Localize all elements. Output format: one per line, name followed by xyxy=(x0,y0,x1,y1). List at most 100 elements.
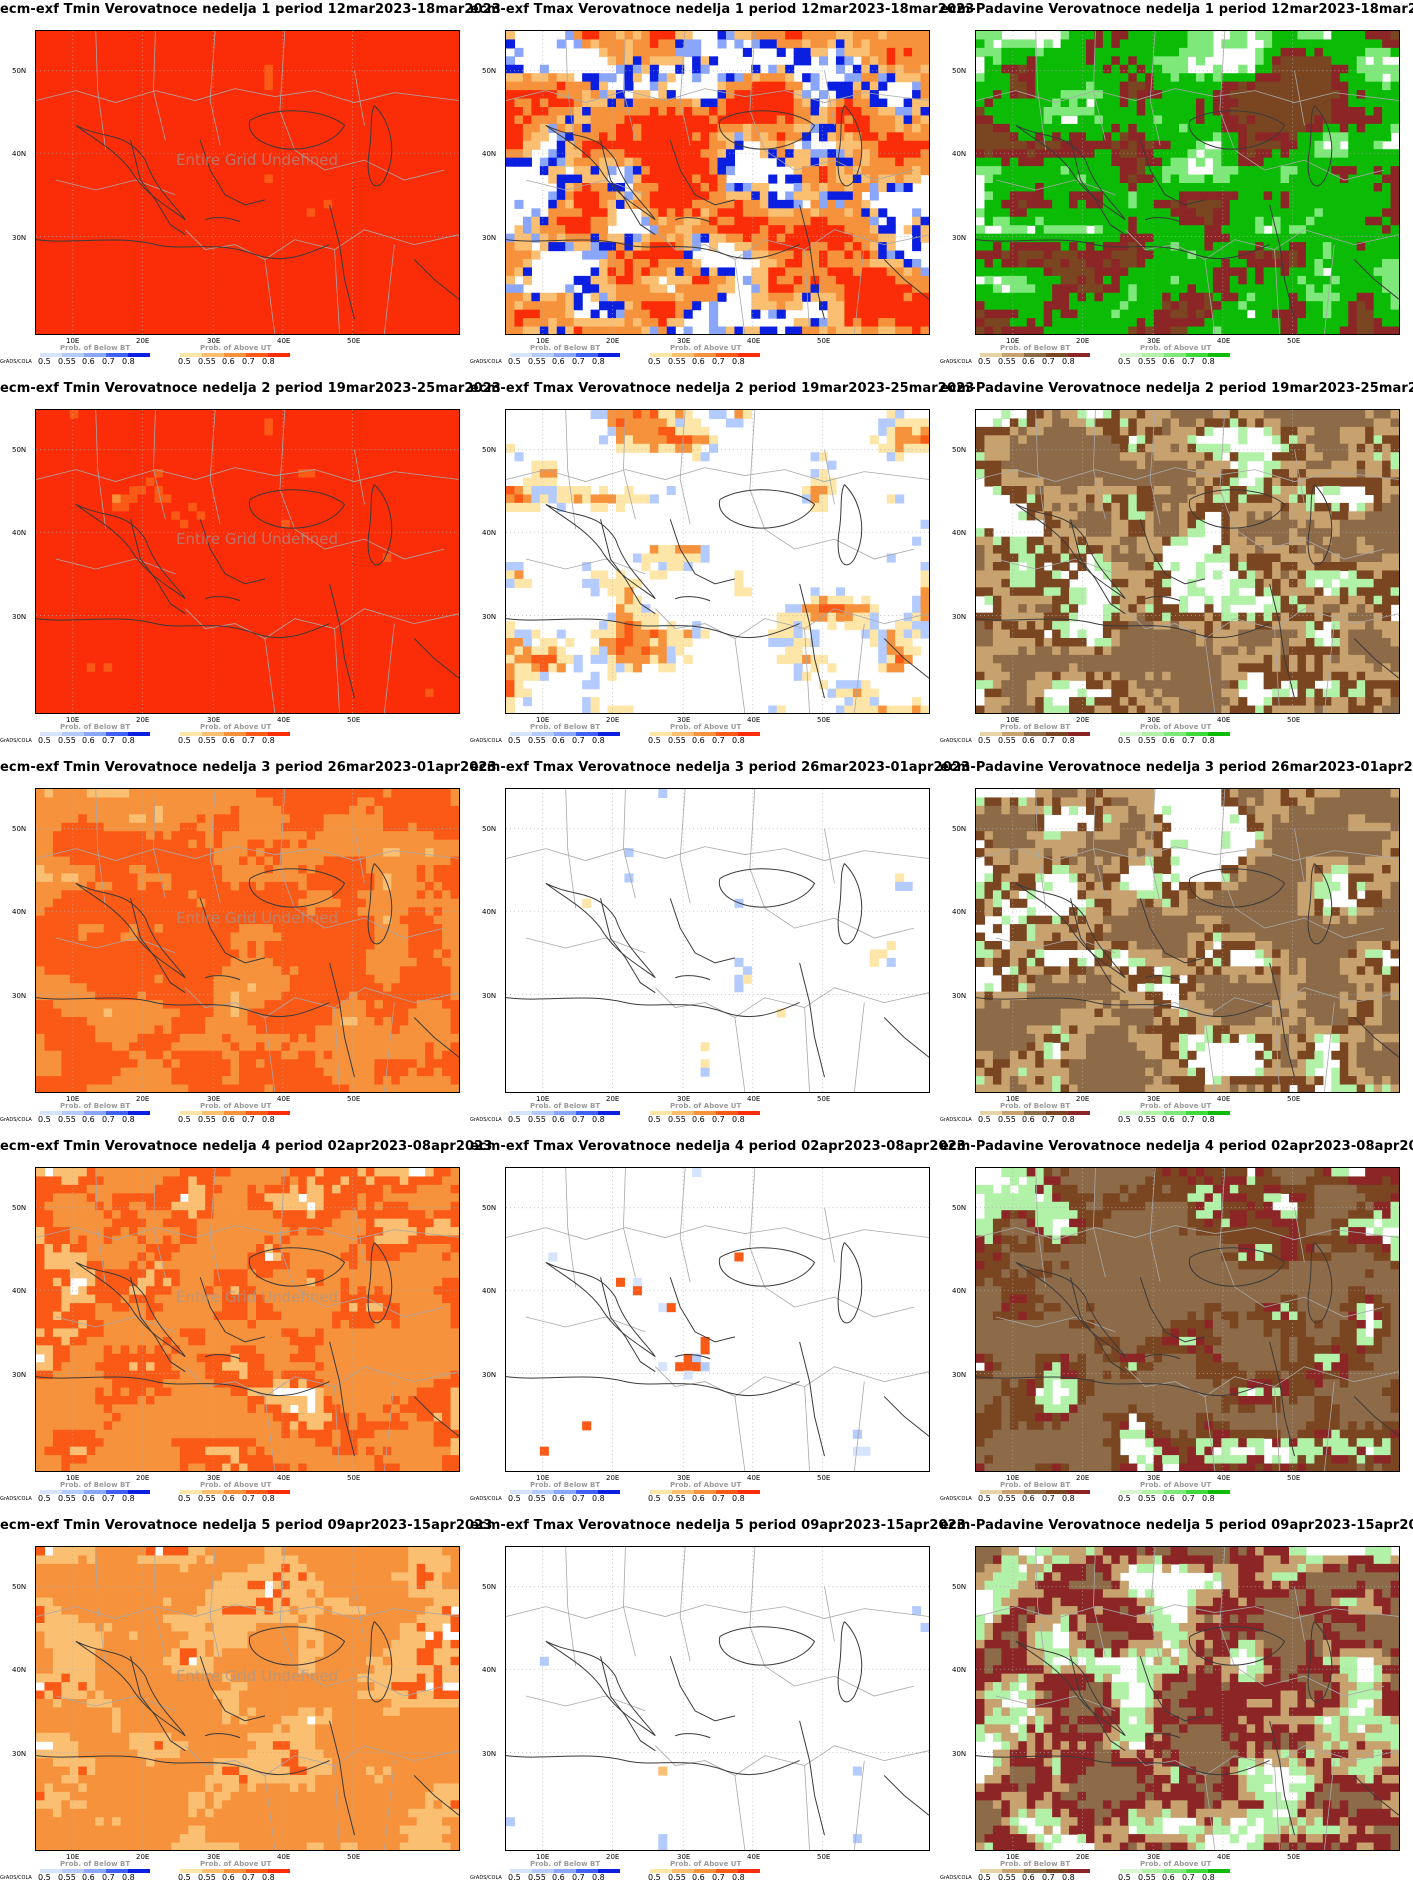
x-tick-label: 30E xyxy=(677,1853,690,1861)
coastline xyxy=(130,1656,186,1752)
coastline xyxy=(329,204,355,320)
coastline xyxy=(1269,204,1295,320)
legend-swatch xyxy=(246,1111,268,1115)
coastline xyxy=(205,596,241,602)
country-border xyxy=(36,1225,459,1240)
legend-tick: 0.6 xyxy=(82,1494,102,1503)
legend-right-colorbar xyxy=(1120,1869,1230,1873)
x-tick-label: 30E xyxy=(677,337,690,345)
country-border xyxy=(294,907,445,939)
legend-tick: 0.55 xyxy=(528,736,552,745)
color-legend: GrADS/COLA Prob. of Below BT 0.5 0.55 0.6 0.7… xyxy=(0,720,470,756)
x-tick-label: 50E xyxy=(817,1853,830,1861)
legend-swatch xyxy=(62,353,84,357)
legend-swatch xyxy=(202,1869,224,1873)
country-border xyxy=(264,1002,395,1092)
legend-right-colorbar xyxy=(650,1490,760,1494)
x-tick-label: 50E xyxy=(347,1095,360,1103)
y-tick-label: 50N xyxy=(952,1204,966,1212)
coastline xyxy=(130,140,186,236)
country-border xyxy=(1234,528,1385,560)
country-border xyxy=(734,1760,865,1850)
legend-tick: 0.55 xyxy=(1138,357,1162,366)
y-tick-label: 50N xyxy=(12,1583,26,1591)
legend-tick: 0.6 xyxy=(692,357,712,366)
legend-swatch xyxy=(650,353,672,357)
country-border xyxy=(55,558,176,575)
coastline xyxy=(718,1626,816,1666)
undefined-grid-watermark: Entire Grid Undefined xyxy=(176,151,338,169)
legend-tick: 0.5 xyxy=(508,1873,528,1882)
legend-tick: 0.55 xyxy=(528,1494,552,1503)
x-tick-label: 20E xyxy=(1076,1853,1089,1861)
legend-tick: 0.7 xyxy=(572,1494,592,1503)
coastline xyxy=(75,124,186,221)
country-border xyxy=(525,937,646,954)
legend-tick: 0.55 xyxy=(198,357,222,366)
legend-swatch xyxy=(202,1490,224,1494)
legend-left-colorbar xyxy=(980,1869,1090,1873)
coastline xyxy=(1139,140,1206,206)
legend-tick: 0.55 xyxy=(998,1115,1022,1124)
legend-swatch xyxy=(738,1111,760,1115)
coastline xyxy=(1070,898,1126,994)
probability-cells xyxy=(976,789,1399,1092)
country-border xyxy=(1035,1168,1305,1288)
legend-swatch xyxy=(128,1869,150,1873)
coastline xyxy=(367,863,393,945)
legend-tick: 0.6 xyxy=(552,1873,572,1882)
coastline xyxy=(506,239,800,260)
coastline xyxy=(506,1755,800,1776)
legend-swatch xyxy=(510,353,532,357)
coastline xyxy=(36,1755,330,1776)
coastline xyxy=(675,1354,711,1360)
legend-tick: 0.5 xyxy=(648,1115,668,1124)
legend-swatch xyxy=(62,1490,84,1494)
legend-tick: 0.8 xyxy=(122,357,142,366)
y-tick-label: 50N xyxy=(482,67,496,75)
coastline xyxy=(1015,882,1126,979)
country-border xyxy=(995,1695,1116,1712)
legend-left-title: Prob. of Below BT xyxy=(530,344,600,352)
color-legend: GrADS/COLA Prob. of Below BT 0.5 0.55 0.6 0.7… xyxy=(0,1857,470,1893)
country-border xyxy=(655,1745,929,1776)
legend-swatch xyxy=(672,353,694,357)
x-tick-label: 20E xyxy=(1076,1095,1089,1103)
legend-right-colorbar xyxy=(1120,1111,1230,1115)
legend-right-title: Prob. of Above UT xyxy=(670,723,741,731)
legend-tick: 0.5 xyxy=(978,1115,998,1124)
coastline xyxy=(675,1733,711,1739)
legend-tick: 0.5 xyxy=(38,736,58,745)
coastline xyxy=(976,239,1270,260)
country-border xyxy=(1125,229,1399,260)
legend-left-ticks: 0.5 0.55 0.6 0.7 0.8 xyxy=(508,1115,612,1124)
legend-tick: 0.7 xyxy=(712,1115,732,1124)
x-tick-label: 40E xyxy=(747,1853,760,1861)
legend-swatch xyxy=(62,1111,84,1115)
legend-swatch xyxy=(510,1869,532,1873)
legend-tick: 0.6 xyxy=(552,1115,572,1124)
legend-left-colorbar xyxy=(40,1869,150,1873)
x-tick-label: 20E xyxy=(136,337,149,345)
forecast-map xyxy=(505,409,930,714)
legend-swatch xyxy=(1024,1490,1046,1494)
x-tick-label: 20E xyxy=(1076,337,1089,345)
legend-left-title: Prob. of Below BT xyxy=(530,1481,600,1489)
x-tick-label: 40E xyxy=(277,337,290,345)
coastline xyxy=(675,217,711,223)
coastline xyxy=(1188,1247,1286,1287)
x-tick-label: 50E xyxy=(1287,1095,1300,1103)
legend-swatch xyxy=(1120,353,1142,357)
country-border xyxy=(1125,1366,1399,1397)
y-tick-label: 40N xyxy=(482,1287,496,1295)
legend-right-ticks: 0.5 0.55 0.6 0.7 0.8 xyxy=(648,357,752,366)
coastline xyxy=(75,882,186,979)
legend-swatch xyxy=(246,1490,268,1494)
legend-swatch xyxy=(106,1111,128,1115)
country-border xyxy=(36,467,459,482)
legend-tick: 0.5 xyxy=(38,1494,58,1503)
x-tick-label: 40E xyxy=(1217,1095,1230,1103)
legend-left-colorbar xyxy=(980,353,1090,357)
legend-swatch xyxy=(84,1869,106,1873)
legend-swatch xyxy=(716,1869,738,1873)
